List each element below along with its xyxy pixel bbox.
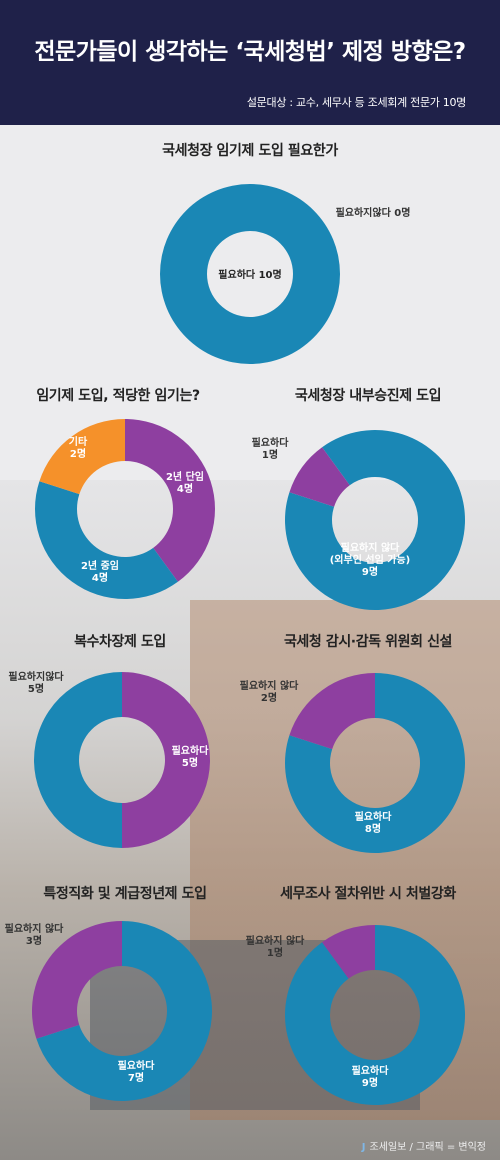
- donut-chart: 필요하다 5명 필요하지않다 5명: [8, 670, 210, 848]
- donut-slice: [31, 921, 123, 1039]
- donut-slice: [125, 419, 215, 582]
- chart-title: 국세청 감시·감독 위원회 신설: [283, 634, 453, 650]
- credit-text: 조세일보 / 그래픽 = 변익정: [369, 1142, 486, 1153]
- donut-slice: [36, 921, 213, 1101]
- donut-slice: [322, 925, 375, 979]
- donut-chart: 필요하다 8명 필요하지 않다 2명: [240, 673, 466, 854]
- chart-title: 복수차장제 도입: [74, 634, 166, 650]
- slice-label: 필요하지 않다 3명: [5, 922, 64, 947]
- chart-title: 국세청장 내부승진제 도입: [294, 388, 442, 404]
- slice-label: 2년 단임 4명: [166, 470, 204, 495]
- donut-chart: 필요하다 7명 필요하지 않다 3명: [5, 921, 213, 1101]
- slice-label: 필요하지 않다 2명: [240, 679, 299, 704]
- slice-label: 필요하지않다 0명: [336, 206, 411, 219]
- survey-subtitle: 설문대상 : 교수, 세무사 등 조세회계 전문가 10명: [246, 96, 466, 109]
- donut-chart: 필요하다 9명 필요하지 않다 1명: [246, 925, 466, 1106]
- chart-title: 국세청장 임기제 도입 필요한가: [162, 143, 338, 159]
- slice-label: 필요하다 5명: [172, 744, 210, 769]
- slice-label: 2년 중임 4명: [81, 559, 119, 584]
- donut-slice: [285, 673, 466, 854]
- header: 전문가들이 생각하는 ‘국세청법’ 제정 방향은? 설문대상 : 교수, 세무사…: [0, 0, 500, 125]
- donut-chart: 2년 단임 4명 2년 중임 4명 기타 2명: [34, 419, 215, 599]
- chart-title: 세무조사 절차위반 시 처벌강화: [280, 886, 456, 902]
- donut-slice: [289, 673, 375, 750]
- donut-slice: [289, 447, 350, 507]
- donut-slice: [285, 925, 466, 1106]
- slice-label: 필요하다 1명: [252, 436, 290, 461]
- donut-slice: [34, 672, 122, 848]
- donut-slice: [34, 481, 178, 599]
- page-title: 전문가들이 생각하는 ‘국세청법’ 제정 방향은?: [34, 39, 466, 65]
- slice-label: 기타 2명: [69, 435, 88, 460]
- slice-label: 필요하지않다 5명: [8, 670, 64, 695]
- donut-slice: [39, 419, 125, 495]
- slice-label: 필요하다 8명: [355, 810, 393, 835]
- donut-chart: 필요하다 10명 필요하지않다 0명: [160, 184, 410, 364]
- publisher-logo-icon: J: [361, 1142, 366, 1153]
- donut-slice: [160, 184, 340, 364]
- slice-label: 필요하다 9명: [352, 1064, 390, 1089]
- slice-label: 필요하다 10명: [218, 268, 281, 281]
- chart-title: 특정직화 및 계급정년제 도입: [43, 886, 207, 902]
- donut-chart: 필요하지 않다 (외부인 선임 가능) 9명 필요하다 1명: [252, 430, 466, 611]
- slice-label: 필요하지 않다 (외부인 선임 가능) 9명: [330, 541, 411, 578]
- slice-label: 필요하지 않다 1명: [246, 934, 305, 959]
- donut-slice: [122, 672, 210, 848]
- chart-title: 임기제 도입, 적당한 임기는?: [36, 388, 200, 404]
- credit: J 조세일보 / 그래픽 = 변익정: [362, 1138, 486, 1153]
- slice-label: 필요하다 7명: [118, 1059, 156, 1084]
- donut-slice: [284, 430, 466, 611]
